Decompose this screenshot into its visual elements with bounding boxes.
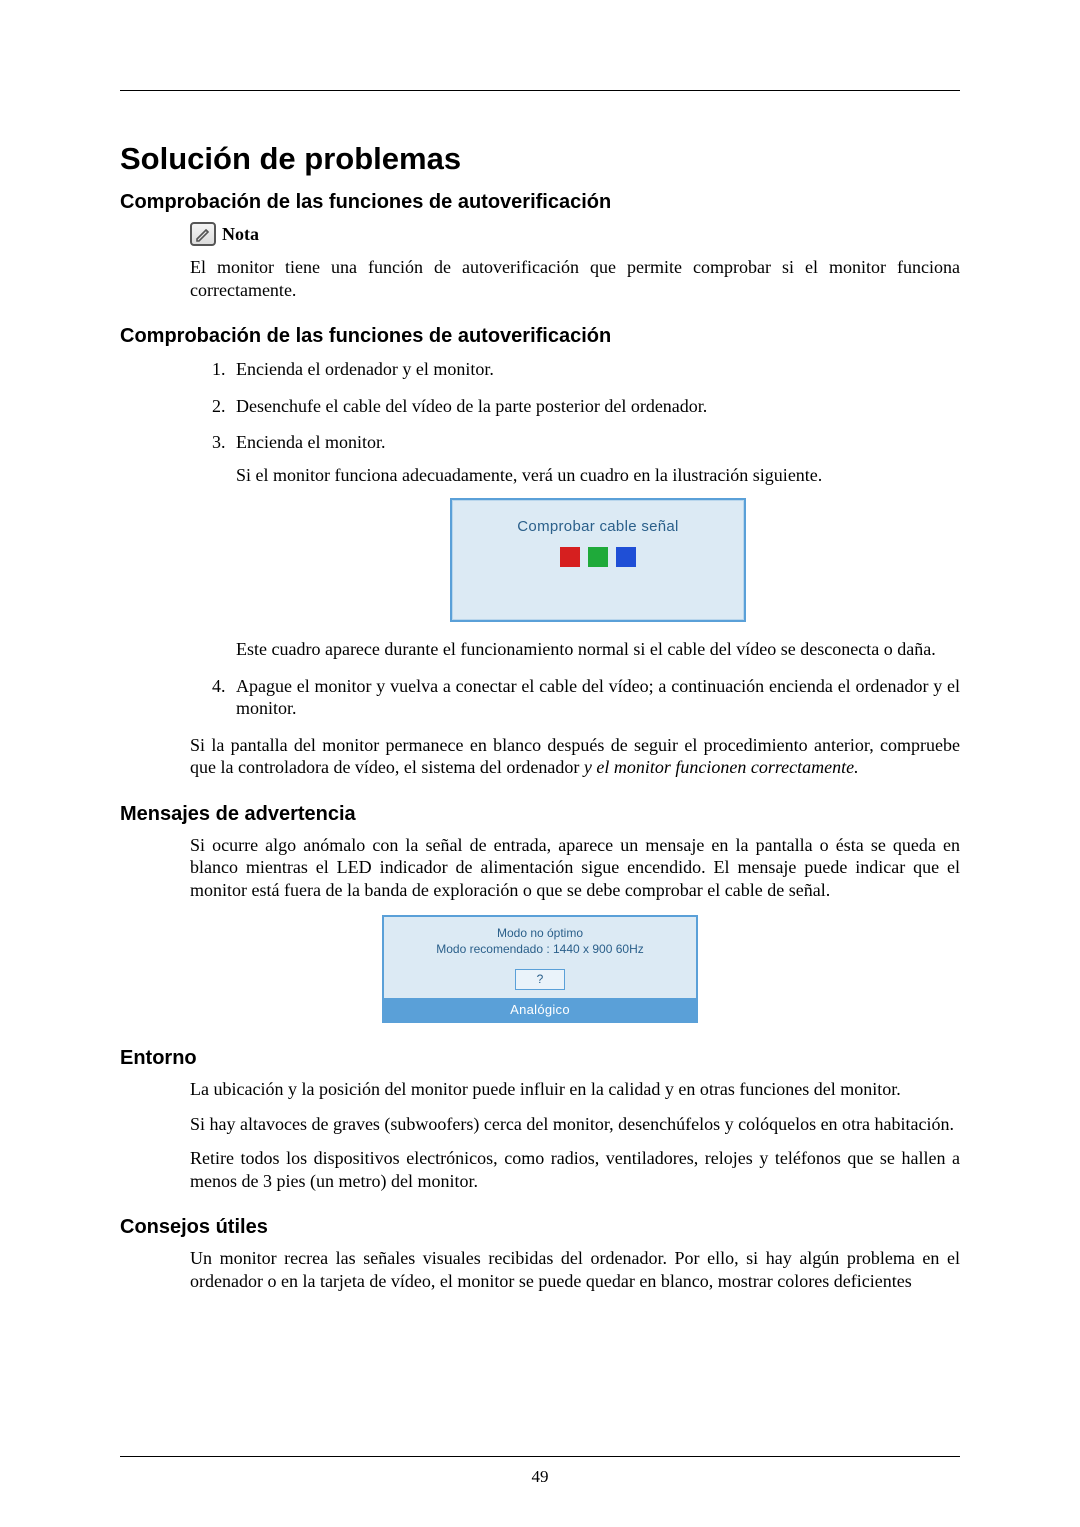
note-block: Nota (190, 222, 960, 246)
signal-check-dialog: Comprobar cable señal (450, 498, 746, 622)
top-rule (120, 90, 960, 91)
page-title: Solución de problemas (120, 141, 960, 177)
note-label: Nota (222, 224, 259, 245)
step-4: Apague el monitor y vuelva a conectar el… (230, 675, 960, 720)
step-4-text: Apague el monitor y vuelva a conectar el… (236, 676, 960, 719)
heading-autoverificacion-1: Comprobación de las funciones de autover… (120, 191, 960, 214)
step-2: Desenchufe el cable del vídeo de la part… (230, 395, 960, 418)
green-square-icon (588, 547, 608, 567)
section-consejos: Consejos útiles Un monitor recrea las se… (120, 1216, 960, 1292)
steps-list: Encienda el ordenador y el monitor. Dese… (190, 358, 960, 720)
step-3: Encienda el monitor. Si el monitor funci… (230, 431, 960, 661)
check2-trailing: Si la pantalla del monitor permanece en … (190, 734, 960, 779)
step-3-text: Encienda el monitor. (236, 432, 385, 452)
blue-square-icon (616, 547, 636, 567)
step-3-sub: Si el monitor funciona adecuadamente, ve… (236, 464, 960, 487)
heading-mensajes: Mensajes de advertencia (120, 803, 960, 826)
mode-dialog: Modo no óptimo Modo recomendado : 1440 x… (382, 915, 698, 1023)
mode-dialog-footer: Analógico (384, 998, 696, 1022)
mode-help-button[interactable]: ? (515, 969, 565, 989)
heading-autoverificacion-2: Comprobación de las funciones de autover… (120, 325, 960, 348)
red-square-icon (560, 547, 580, 567)
page-number: 49 (0, 1467, 1080, 1487)
bottom-rule (120, 1456, 960, 1457)
section-autoverificacion-1: Comprobación de las funciones de autover… (120, 191, 960, 301)
note-body: El monitor tiene una función de autoveri… (190, 256, 960, 301)
mode-line-1: Modo no óptimo (392, 925, 688, 941)
mode-dialog-mid: ? (384, 963, 696, 997)
mode-dialog-top: Modo no óptimo Modo recomendado : 1440 x… (384, 917, 696, 963)
check2-trailing-italic: y el monitor funcionen correctamente. (584, 757, 859, 777)
document-page: Solución de problemas Comprobación de la… (0, 0, 1080, 1527)
signal-check-title: Comprobar cable señal (517, 518, 678, 537)
consejos-p1: Un monitor recrea las señales visuales r… (190, 1247, 960, 1292)
entorno-p1: La ubicación y la posición del monitor p… (190, 1078, 960, 1101)
entorno-p2: Si hay altavoces de graves (subwoofers) … (190, 1113, 960, 1136)
section-entorno: Entorno La ubicación y la posición del m… (120, 1047, 960, 1192)
mode-line-2: Modo recomendado : 1440 x 900 60Hz (392, 941, 688, 957)
step-3-after: Este cuadro aparece durante el funcionam… (236, 638, 960, 661)
heading-consejos: Consejos útiles (120, 1216, 960, 1239)
entorno-p3: Retire todos los dispositivos electrónic… (190, 1147, 960, 1192)
step-2-text: Desenchufe el cable del vídeo de la part… (236, 396, 707, 416)
section-autoverificacion-2: Comprobación de las funciones de autover… (120, 325, 960, 779)
mensajes-body: Si ocurre algo anómalo con la señal de e… (190, 834, 960, 902)
heading-entorno: Entorno (120, 1047, 960, 1070)
section-mensajes: Mensajes de advertencia Si ocurre algo a… (120, 803, 960, 1024)
step-1: Encienda el ordenador y el monitor. (230, 358, 960, 381)
pencil-note-icon (190, 222, 216, 246)
rgb-squares (560, 547, 636, 567)
signal-check-inner: Comprobar cable señal (458, 508, 738, 602)
step-1-text: Encienda el ordenador y el monitor. (236, 359, 494, 379)
